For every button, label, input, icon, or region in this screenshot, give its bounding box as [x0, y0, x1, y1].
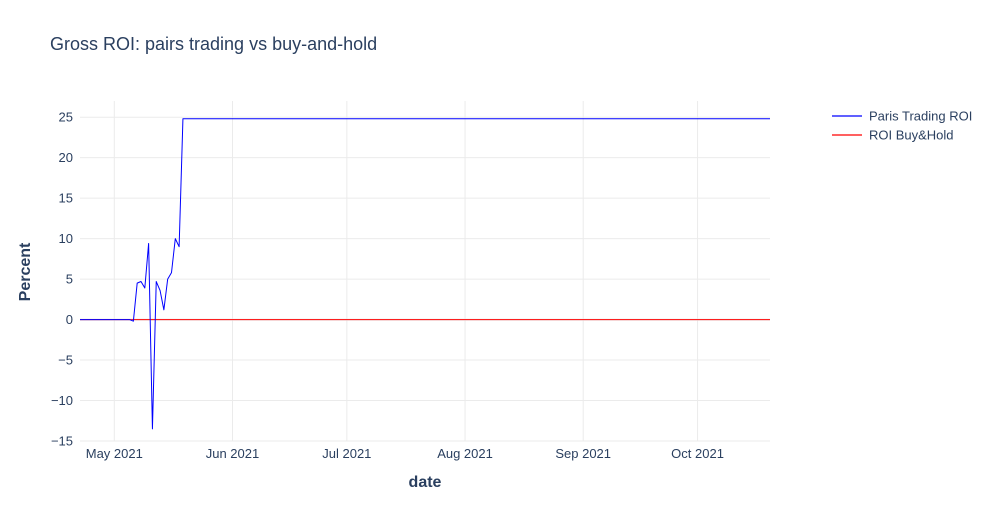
x-tick-label: Sep 2021	[555, 446, 611, 461]
y-tick-label: 10	[59, 231, 73, 246]
x-tick-label: Oct 2021	[671, 446, 724, 461]
y-tick-label: 15	[59, 191, 73, 206]
x-tick-label: Aug 2021	[437, 446, 493, 461]
series-layer	[80, 118, 770, 430]
legend-label: Paris Trading ROI	[869, 109, 972, 124]
y-tick-label: −5	[58, 353, 73, 368]
legend-label: ROI Buy&Hold	[869, 128, 954, 143]
y-tick-label: 0	[66, 312, 73, 327]
legend-item[interactable]: ROI Buy&Hold	[832, 128, 954, 143]
y-tick-label: 25	[59, 110, 73, 125]
x-tick-label: Jul 2021	[322, 446, 371, 461]
x-tick-label: May 2021	[86, 446, 143, 461]
y-axis-title: Percent	[17, 242, 34, 301]
series-line-pairs-trading-roi	[80, 118, 770, 430]
y-tick-label: −15	[51, 434, 73, 449]
y-tick-label: −10	[51, 393, 73, 408]
tick-layer: 25 20 15 10 5 0 −5 −10 −15 May 2021 Jun 2021 Jul 20…	[51, 110, 724, 461]
y-tick-label: 20	[59, 150, 73, 165]
y-tick-label: 5	[66, 272, 73, 287]
legend-item[interactable]: Paris Trading ROI	[832, 109, 972, 124]
legend[interactable]: Paris Trading ROI ROI Buy&Hold	[832, 109, 972, 143]
x-tick-label: Jun 2021	[206, 446, 260, 461]
chart-title: Gross ROI: pairs trading vs buy-and-hold	[50, 34, 377, 54]
x-axis-title: date	[409, 474, 442, 491]
